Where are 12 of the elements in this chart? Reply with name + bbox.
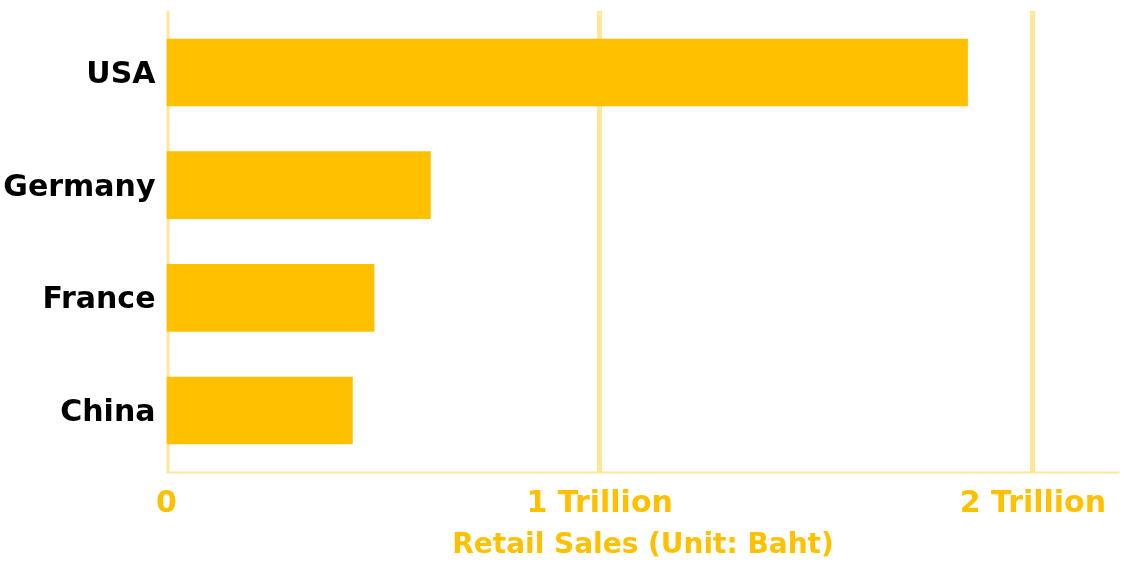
y-tick-label: USA (86, 54, 157, 90)
bar (166, 376, 353, 445)
x-tick-label: 2 Trillion (959, 483, 1107, 519)
y-tick-label: China (60, 393, 156, 429)
x-tick-label: 1 Trillion (526, 483, 673, 519)
bar (166, 151, 431, 219)
x-tick-label: 0 (156, 483, 177, 519)
bar (166, 38, 968, 107)
bar (166, 264, 375, 332)
y-tick-label: France (42, 280, 156, 316)
x-axis-title: Retail Sales (Unit: Baht) (452, 526, 834, 560)
y-tick-label: Germany (3, 167, 156, 203)
